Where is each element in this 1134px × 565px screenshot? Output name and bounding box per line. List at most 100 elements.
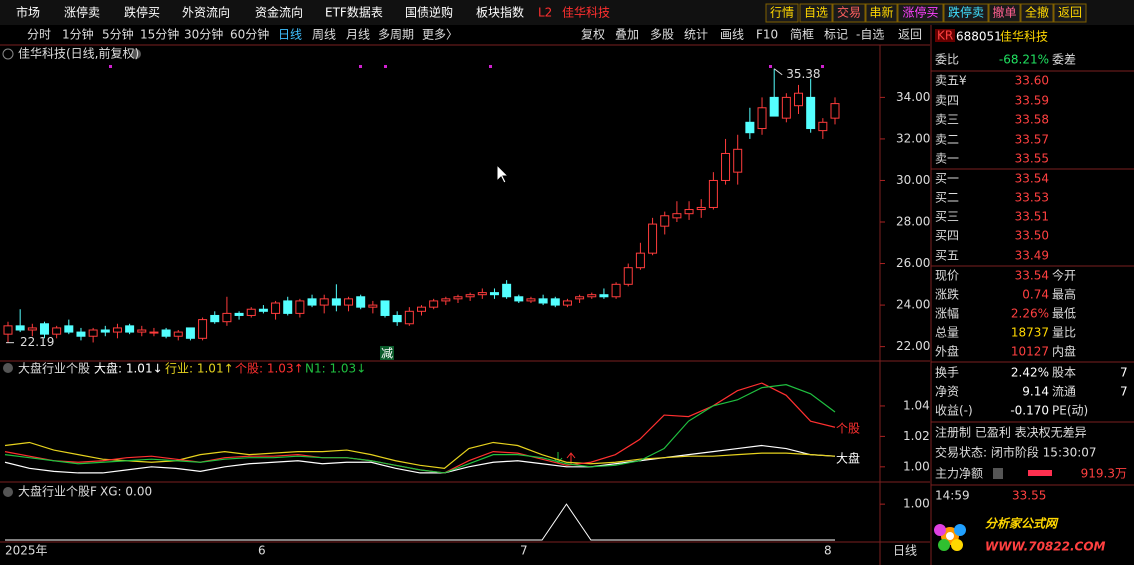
field-label: 委差 — [1052, 53, 1076, 67]
menu-item[interactable]: 国债逆购 — [405, 5, 453, 20]
button[interactable] — [799, 3, 833, 23]
button[interactable] — [897, 3, 944, 23]
candle-body — [635, 252, 645, 269]
field-label: 委比 — [935, 53, 959, 67]
candle-body — [526, 298, 536, 302]
field-value: -0.170 — [1010, 404, 1049, 418]
x-tick-label: 6 — [258, 544, 266, 558]
button-label[interactable]: 跌停卖 — [948, 5, 984, 20]
logo-name: 分析家公式网 — [985, 517, 1059, 531]
menu-item[interactable]: 板块指数 — [476, 5, 524, 20]
button-label[interactable]: 自选 — [804, 6, 828, 20]
candle-body — [417, 306, 426, 312]
candle-body — [465, 294, 475, 298]
period-tab[interactable]: 更多〉 — [422, 28, 458, 42]
period-tab[interactable]: 60分钟 — [230, 27, 269, 42]
period-tab[interactable]: 多周期 — [378, 28, 414, 42]
candle-body — [380, 300, 390, 316]
pointer — [773, 68, 783, 76]
field-value: 33.57 — [1015, 133, 1049, 147]
menu-item[interactable]: 资金流向 — [255, 5, 303, 20]
button-label[interactable]: 返回 — [1058, 6, 1082, 20]
menu-item[interactable]: 涨停卖 — [64, 5, 100, 20]
button-label[interactable]: 交易 — [837, 5, 861, 20]
readout: XG: 0.00 — [100, 485, 152, 499]
period-tab[interactable]: 30分钟 — [184, 27, 223, 42]
field-label: 卖二 — [935, 133, 959, 147]
candle-body — [611, 283, 621, 298]
legend-entry: 行业: 1.01↑ — [165, 362, 234, 376]
tool-button[interactable]: 统计 — [684, 28, 708, 42]
field-label: 最低 — [1052, 307, 1076, 321]
y-tick-label: 1.00 — [903, 459, 930, 473]
y-tick-label: 24.00 — [896, 298, 930, 312]
candle-body — [88, 329, 98, 337]
button[interactable] — [865, 3, 898, 23]
candle-body — [781, 96, 791, 119]
tool-button[interactable]: 画线 — [720, 28, 744, 42]
field-label: 换手 — [935, 366, 959, 380]
tool-button[interactable]: F10 — [756, 28, 778, 42]
candle-body — [708, 179, 718, 208]
button-label[interactable]: 串新 — [869, 5, 893, 20]
candle-body — [429, 300, 439, 308]
cursor — [496, 163, 510, 184]
tool-button[interactable]: 返回 — [898, 28, 922, 42]
candle-body — [258, 308, 268, 312]
tool-button[interactable]: -自选 — [856, 28, 884, 42]
period-tab[interactable]: 分时 — [27, 28, 51, 42]
y-tick-label: 1.02 — [903, 429, 930, 443]
period-tab[interactable]: 1分钟 — [62, 27, 94, 42]
y-tick-label: 32.00 — [896, 131, 930, 145]
field-value: 33.60 — [1015, 74, 1049, 88]
tool-button[interactable]: 简框 — [790, 28, 814, 42]
period-tab[interactable]: 月线 — [346, 28, 370, 42]
x-tick-label: 8 — [824, 544, 832, 558]
menu-item[interactable]: 外资流向 — [182, 5, 230, 20]
menu-item[interactable]: ETF数据表 — [325, 5, 383, 20]
button[interactable] — [1020, 3, 1054, 23]
period-tab[interactable]: 15分钟 — [140, 27, 179, 42]
tool-button[interactable]: 复权 — [581, 28, 605, 42]
tool-button[interactable]: 叠加 — [615, 28, 639, 42]
candle-body — [39, 323, 49, 335]
button-label[interactable]: 全撤 — [1025, 5, 1049, 20]
candle-body — [307, 298, 317, 306]
button-label[interactable]: 涨停买 — [902, 5, 938, 20]
button[interactable] — [832, 3, 866, 23]
candle-body — [477, 292, 487, 296]
legend-entry: 大盘: 1.01↓ — [94, 361, 163, 376]
candle-body — [271, 302, 281, 314]
candle-body — [733, 148, 743, 173]
period-tab[interactable]: 5分钟 — [102, 27, 134, 42]
field-label: 量比 — [1052, 326, 1076, 340]
tool-button[interactable]: 多股 — [650, 28, 674, 42]
field-label: 买四 — [935, 229, 959, 243]
candle-body — [794, 92, 804, 107]
period-tab[interactable]: 周线 — [312, 28, 336, 42]
button-label[interactable]: 行情 — [770, 6, 794, 20]
menu-item[interactable]: 跌停买 — [124, 5, 160, 20]
series-line — [4, 441, 836, 469]
candle-body — [745, 121, 755, 134]
menu-item[interactable]: 市场 — [16, 5, 40, 20]
candle-body — [112, 327, 122, 333]
button[interactable] — [1053, 3, 1087, 23]
tags: 注册制 已盈利 表决权无差异 — [935, 425, 1087, 440]
candle-body — [222, 312, 232, 323]
candle-body — [210, 314, 220, 323]
button[interactable] — [988, 3, 1021, 23]
button[interactable] — [943, 3, 989, 23]
button-label[interactable]: 撤单 — [992, 5, 1016, 20]
candle-body — [64, 325, 74, 333]
candle-body — [161, 329, 171, 337]
menu-stock: 佳华科技 — [562, 6, 610, 20]
field-label: 收益(-) — [935, 404, 973, 418]
button[interactable] — [765, 3, 799, 23]
candle-body — [344, 298, 354, 306]
period-tab[interactable]: 日线 — [278, 28, 302, 42]
badge: KR — [937, 29, 953, 43]
tool-button[interactable]: 标记 — [824, 28, 848, 42]
logo-url: WWW.70822.COM — [985, 540, 1106, 554]
